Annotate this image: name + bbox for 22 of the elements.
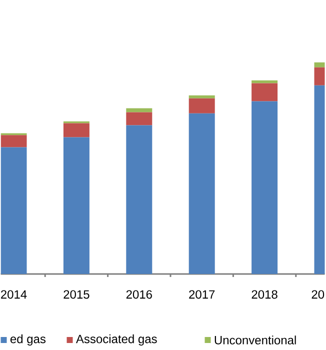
x-tick-label: 2014	[1, 290, 27, 299]
legend-label: ed gas	[10, 334, 46, 346]
x-tick-label: 2017	[189, 290, 215, 299]
bar	[1, 147, 27, 274]
bar	[126, 125, 152, 274]
x-tick-label: 2018	[252, 290, 278, 299]
bar	[252, 80, 278, 84]
bar	[126, 108, 152, 112]
bar	[252, 101, 278, 274]
x-tick-label: 20	[312, 290, 324, 299]
legend-label: Associated gas	[76, 334, 158, 346]
x-tick-label: 2015	[64, 290, 90, 299]
bar	[64, 123, 90, 138]
bar	[189, 98, 216, 114]
bar	[1, 135, 27, 148]
bar	[189, 113, 216, 274]
legend-label: Unconventional	[215, 336, 296, 344]
x-tick-label: 2016	[126, 290, 152, 299]
bar	[189, 95, 216, 98]
bar	[126, 112, 152, 126]
bar	[64, 137, 90, 274]
bar	[252, 83, 278, 102]
